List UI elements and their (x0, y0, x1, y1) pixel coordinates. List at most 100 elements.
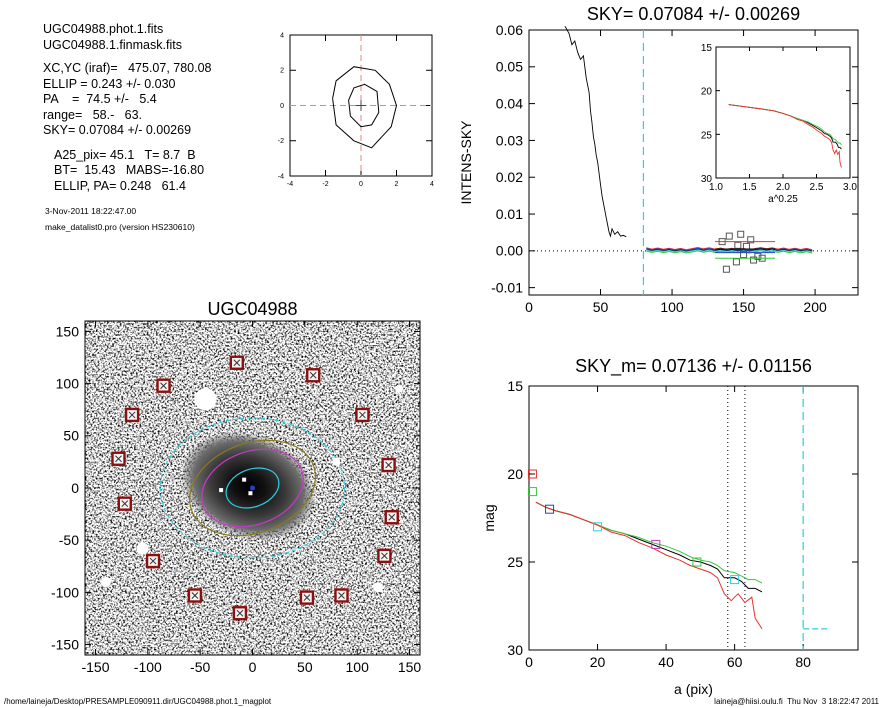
param-center: XC,YC (iraf)= 475.07, 780.08 (43, 61, 212, 75)
footer-user: laineja@hiisi.oulu.fi Thu Nov 3 18:22:47… (714, 697, 879, 706)
image-title: UGC04988 (207, 299, 297, 319)
sky-level-cyan (646, 249, 813, 253)
mag-xtick-label: 80 (795, 654, 811, 670)
sky-box-cross (381, 552, 388, 560)
inset-ytick-label: 30 (701, 174, 713, 185)
sky-box-cross (236, 609, 244, 617)
masked-star-region (395, 384, 404, 393)
sky-box-marker (725, 232, 733, 240)
sky-box-cross (233, 359, 241, 367)
mag-title: SKY_m= 0.07136 +/- 0.01156 (575, 356, 812, 377)
inset-ytick-label: 20 (701, 87, 713, 98)
masked-star (219, 488, 224, 493)
contour-xtick-label: 4 (430, 181, 434, 188)
inset-series-red (728, 104, 842, 168)
sky-plot: 0 50 100 150 200 0.06 0.05 0.04 0.03 0.02 0.01 0.00… (458, 4, 859, 315)
sky-box-cross (128, 411, 136, 419)
image-xtick-label: 100 (346, 659, 370, 675)
sky-title: SKY= 0.07084 +/- 0.00269 (587, 4, 800, 24)
sky-ytick-label: 0.04 (496, 96, 523, 112)
image-xtick-label: -100 (134, 659, 162, 675)
param-range: range= 58.- 63. (43, 108, 143, 122)
sky-ytick-label: 0.03 (496, 132, 523, 148)
param-sky: SKY= 0.07084 +/- 0.00269 (43, 123, 192, 137)
sky-box-cross (121, 500, 129, 508)
mag-marker-magenta (651, 539, 661, 549)
run-date: 3-Nov-2011 18:22:47.00 (45, 206, 137, 216)
image-xtick-label: 50 (297, 659, 313, 675)
sky-xtick-label: 100 (660, 299, 684, 315)
mag-ytick-label: 30 (507, 642, 523, 658)
sky-ylabel: INTENS-SKY (458, 120, 474, 205)
sky-ytick-label: 0.00 (496, 243, 523, 259)
stat-bt: BT= 15.43 MABS=-16.80 (54, 163, 205, 177)
sky-box-marker (754, 252, 762, 260)
inset-axes-box (715, 46, 851, 179)
sky-box-cross (385, 461, 392, 469)
contour-inset-plot: -4 -2 0 2 4 4 2 0 -2 -4 (278, 32, 434, 188)
sky-ytick-label: 0.05 (496, 59, 523, 75)
masked-star-region (373, 582, 384, 593)
footer-path: /home/laineja/Desktop/PRESAMPLE090911.di… (4, 697, 272, 706)
contour-ytick-label: 4 (280, 32, 284, 39)
sky-profile-line (564, 26, 627, 238)
stat-a25: A25_pix= 45.1 T= 8.7 B (54, 148, 196, 162)
param-ellip: ELLIP = 0.243 +/- 0.030 (43, 77, 176, 91)
image-panel: -150 -100 -50 0 50 100 150 150 100 50 0 -50 -100 -150… (51, 299, 421, 675)
image-xtick-label: 150 (398, 659, 422, 675)
mag-marker-blue (545, 504, 555, 514)
sky-ytick-label: -0.01 (491, 280, 523, 296)
sky-xtick-label: 150 (732, 299, 756, 315)
mag-marker-cyan (730, 575, 740, 585)
masked-star-region (194, 388, 217, 411)
phot-filename: UGC04988.phot.1.fits (43, 22, 164, 36)
image-ytick-label: 100 (56, 376, 80, 392)
sky-box-cross (309, 371, 317, 379)
masked-star-region (136, 542, 149, 555)
contour-ytick-label: -2 (278, 138, 284, 145)
sky-xtick-label: 50 (593, 299, 609, 315)
image-ytick-label: 150 (56, 323, 80, 339)
sky-ytick-label: 0.06 (496, 22, 523, 38)
inset-xtick-label: 1.5 (743, 182, 757, 193)
sky-box-cross (338, 592, 345, 599)
sky-axes-box (528, 29, 859, 296)
sky-level-black (646, 248, 813, 252)
masked-star-region (332, 457, 341, 466)
masked-star (242, 477, 247, 482)
sky-box-marker (722, 265, 730, 273)
mag-xtick-label: 40 (658, 654, 674, 670)
inset-xtick-label: 2.0 (776, 182, 790, 193)
isophote-ellipse-olive (189, 439, 316, 537)
contour-xtick-label: 0 (359, 181, 363, 188)
sky-ytick-label: 0.02 (496, 169, 523, 185)
sky-box-marker (750, 256, 758, 264)
mag-marker-green (527, 487, 537, 497)
masked-star-region (100, 576, 111, 587)
isophote-ellipse-magenta (201, 448, 304, 528)
sky-xtick-label: 200 (803, 299, 827, 315)
sky-box-cross (149, 557, 157, 565)
isophote-ellipse-cyan (225, 467, 280, 509)
sky-box-marker (740, 251, 748, 259)
mag-ytick-label: 25 (507, 554, 523, 570)
mag-marker-cyan (593, 522, 603, 532)
image-ytick-label: -50 (59, 532, 79, 548)
mag-xlabel: a (pix) (674, 681, 713, 697)
image-xtick-label: -50 (190, 659, 210, 675)
mag-plot: 0 20 40 60 80 15 20 25 30 SKY_m= 0.07136 +/- 0.01… (481, 356, 859, 697)
contour-xtick-label: -4 (287, 181, 293, 188)
inset-xtick-label: 3.0 (843, 182, 857, 193)
image-xtick-label: 0 (249, 659, 257, 675)
inset-ytick-label: 25 (701, 130, 713, 141)
image-ytick-label: -150 (51, 636, 79, 652)
stat-ellip-pa: ELLIP, PA= 0.248 61.4 (54, 179, 186, 193)
contour-ytick-label: 2 (280, 68, 284, 75)
sky-box-cross (388, 513, 396, 521)
mag-series-red (535, 501, 763, 630)
mag-axes-box (528, 385, 859, 651)
sky-box-cross (303, 594, 311, 601)
param-pa: PA = 74.5 +/- 5.4 (43, 92, 157, 106)
